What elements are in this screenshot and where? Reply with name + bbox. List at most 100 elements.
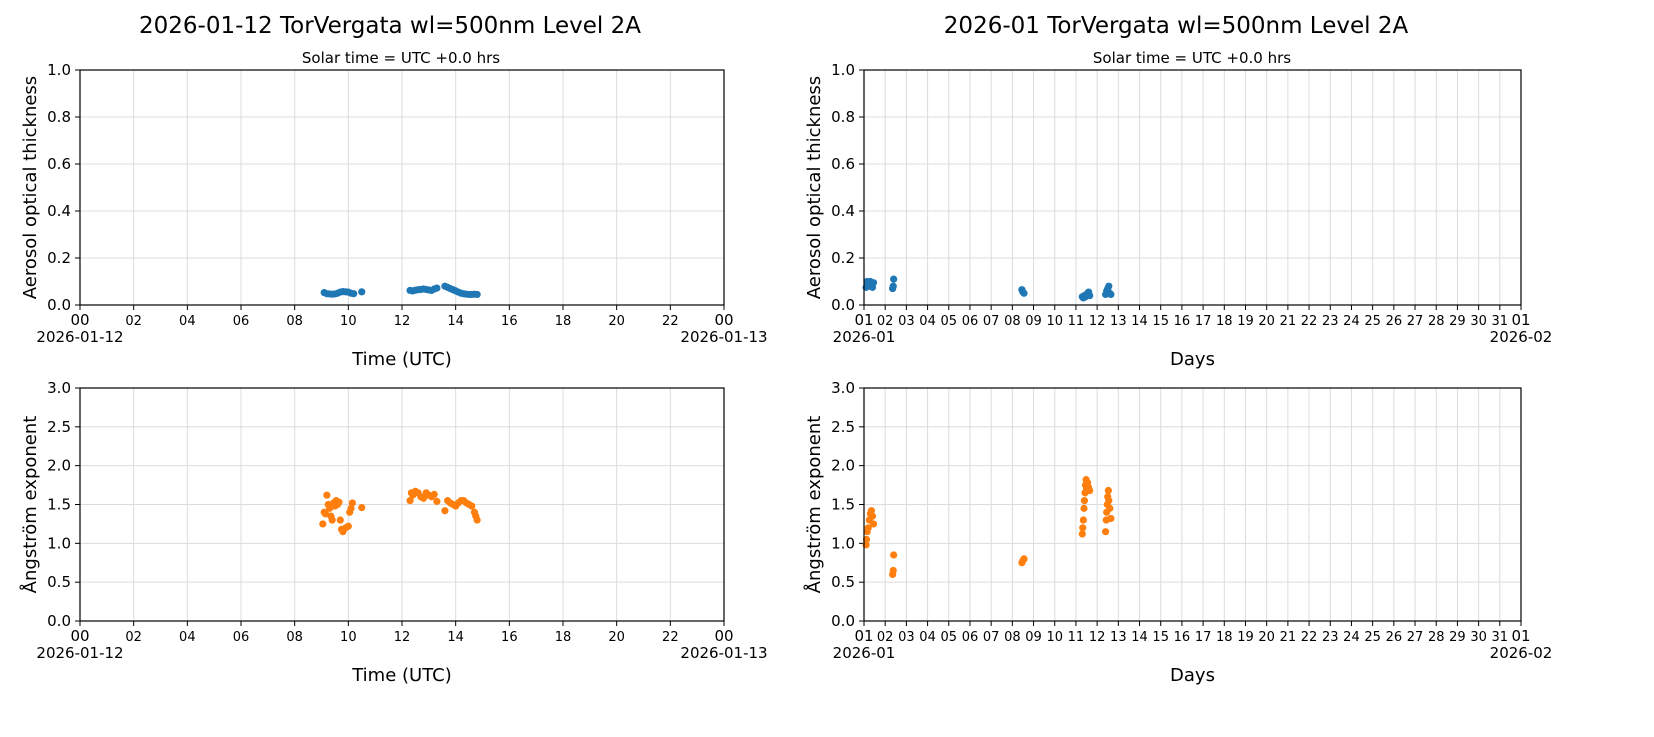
x-tick-label: 10 xyxy=(1046,314,1063,329)
x-tick-label: 09 xyxy=(1025,630,1042,645)
y-tick-label: 2.0 xyxy=(831,457,855,475)
data-point xyxy=(350,290,358,298)
x-tick-label: 24 xyxy=(1343,630,1360,645)
x-tick-label: 18 xyxy=(555,314,572,329)
data-point xyxy=(344,522,352,530)
monthly-angstrom-panel: 01 02 03 04 05 06 07 08 09 10 11 12 13 14 15 16 17 18 19 20… xyxy=(803,379,1552,686)
data-point xyxy=(430,490,438,499)
x-tick-label: 17 xyxy=(1195,314,1212,329)
y-tick-label: 1.0 xyxy=(47,534,71,552)
x-tick-label: 10 xyxy=(340,630,357,645)
x-tick-label: 08 xyxy=(1004,630,1021,645)
data-point xyxy=(433,284,441,292)
x-tick-label: 14 xyxy=(1131,630,1148,645)
x-tick-label: 15 xyxy=(1152,630,1169,645)
data-point xyxy=(867,507,876,515)
y-tick-label: 0.2 xyxy=(831,249,855,267)
y-tick-label: 0.4 xyxy=(47,202,71,220)
x-tick-label: 22 xyxy=(662,314,679,329)
y-tick-label: 1.0 xyxy=(831,534,855,552)
y-tick-label: 1.5 xyxy=(47,496,71,514)
x-tick-label: 02 xyxy=(125,630,142,645)
data-point xyxy=(869,520,878,528)
x-tick-label: 02 xyxy=(125,314,142,329)
x-tick-label: 26 xyxy=(1386,314,1403,329)
data-point xyxy=(358,288,366,296)
x-tick-label: 00 xyxy=(70,627,89,645)
monthly-title: 2026-01 TorVergata wl=500nm Level 2A xyxy=(944,13,1409,39)
x-tick-label: 18 xyxy=(555,630,572,645)
data-point xyxy=(441,507,449,515)
x-tick-label: 05 xyxy=(941,314,958,329)
data-point xyxy=(473,516,481,524)
x-tick-label: 12 xyxy=(1089,630,1106,645)
x-tick-label: 21 xyxy=(1280,314,1297,329)
x-tick-label: 20 xyxy=(1258,314,1275,329)
x-tick-label: 23 xyxy=(1322,314,1339,329)
x-tick-label: 20 xyxy=(608,314,625,329)
data-point xyxy=(890,551,898,559)
x-tick-label: 13 xyxy=(1110,630,1127,645)
data-point xyxy=(433,497,441,505)
x-tick-label: 10 xyxy=(340,314,357,329)
x-tick-label: 28 xyxy=(1428,630,1445,645)
y-tick-label: 1.0 xyxy=(831,61,855,79)
data-point xyxy=(1079,524,1087,532)
y-tick-label: 0.5 xyxy=(47,573,71,591)
y-tick-label: 2.5 xyxy=(47,418,71,436)
x-tick-label: 01 xyxy=(1511,311,1530,329)
y-axis-label: Aerosol optical thickness xyxy=(20,76,41,299)
data-point xyxy=(868,512,877,520)
x-tick-label: 11 xyxy=(1068,630,1085,645)
x-tick-label: 04 xyxy=(179,630,196,645)
x-tick-label: 01 xyxy=(1511,627,1530,645)
data-point xyxy=(336,516,344,524)
data-point xyxy=(1086,486,1094,495)
x-tick-label: 20 xyxy=(1258,630,1275,645)
x-tick-label: 15 xyxy=(1152,314,1169,329)
y-tick-label: 2.5 xyxy=(831,418,855,436)
y-axis-label: Ångström exponent xyxy=(803,416,825,594)
x-tick-label: 11 xyxy=(1068,314,1085,329)
data-point xyxy=(1078,530,1086,538)
x-tick-label: 25 xyxy=(1364,630,1381,645)
x-tick-label: 16 xyxy=(501,314,518,329)
x-tick-label: 22 xyxy=(1301,630,1318,645)
data-point xyxy=(348,499,356,507)
data-point xyxy=(1102,528,1110,536)
x-tick-label: 02 xyxy=(877,314,894,329)
x-tick-label: 00 xyxy=(70,311,89,329)
x-tick-label: 12 xyxy=(394,630,411,645)
data-point xyxy=(406,497,414,505)
x-tick-label: 12 xyxy=(394,314,411,329)
y-tick-label: 0.0 xyxy=(47,296,71,314)
data-point xyxy=(1104,486,1112,495)
x-tick-label: 01 xyxy=(854,627,873,645)
x-axis-label: Time (UTC) xyxy=(351,665,452,686)
x-tick-label: 13 xyxy=(1110,314,1127,329)
x-tick-label: 16 xyxy=(1174,630,1191,645)
data-point xyxy=(869,279,878,287)
data-point xyxy=(321,510,330,518)
y-tick-label: 0.8 xyxy=(831,108,855,126)
data-point xyxy=(1107,514,1115,523)
data-point xyxy=(1080,497,1089,505)
x-tick-label: 09 xyxy=(1025,314,1042,329)
data-point xyxy=(358,504,366,512)
y-tick-label: 0.4 xyxy=(831,202,855,220)
x-tick-label: 08 xyxy=(286,314,303,329)
x-tick-label: 06 xyxy=(233,314,250,329)
y-tick-label: 0.0 xyxy=(47,612,71,630)
y-axis-label: Aerosol optical thickness xyxy=(804,76,825,299)
x-tick-label: 01 xyxy=(854,311,873,329)
data-point xyxy=(889,566,897,575)
x-date-label-end: 2026-01-13 xyxy=(680,644,767,662)
x-tick-label: 12 xyxy=(1089,314,1106,329)
y-tick-label: 0.0 xyxy=(831,296,855,314)
data-point xyxy=(1106,504,1114,512)
x-tick-label: 00 xyxy=(714,627,733,645)
x-tick-label: 30 xyxy=(1470,314,1487,329)
x-tick-label: 07 xyxy=(983,314,1000,329)
x-tick-label: 07 xyxy=(983,630,1000,645)
